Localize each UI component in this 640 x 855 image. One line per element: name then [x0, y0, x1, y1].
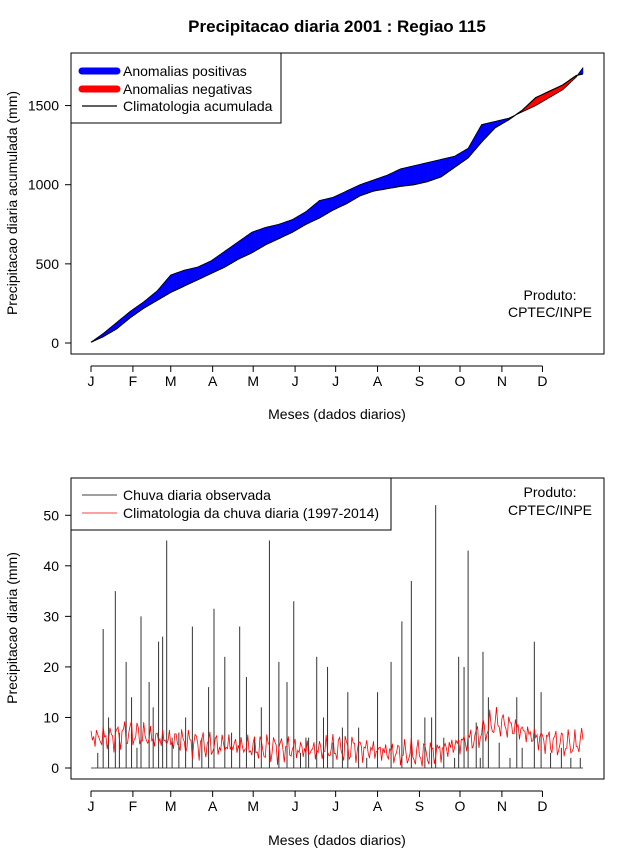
x-tick-label: F [129, 798, 138, 814]
x-tick-label: A [373, 798, 383, 814]
x-tick-label: S [415, 798, 424, 814]
bottom-annotation-line1: Produto: [524, 484, 577, 500]
legend-positive-label: Anomalias positivas [123, 63, 247, 79]
x-tick-label: O [455, 798, 466, 814]
x-tick-label: J [88, 373, 95, 389]
bottom-series [90, 505, 584, 769]
x-tick-label: N [497, 798, 507, 814]
climatology-daily-line [90, 707, 584, 767]
x-tick-label: M [247, 373, 259, 389]
legend-negative-label: Anomalias negativas [123, 81, 252, 97]
x-tick-label: M [247, 798, 259, 814]
top-annotation-line2: CPTEC/INPE [508, 304, 592, 320]
top-annotation-line1: Produto: [524, 287, 577, 303]
x-tick-label: D [537, 798, 547, 814]
y-tick-label: 40 [43, 558, 59, 574]
x-tick-label: D [537, 373, 547, 389]
x-tick-label: A [208, 798, 218, 814]
y-tick-label: 20 [43, 659, 59, 675]
y-tick-label: 1000 [28, 177, 59, 193]
x-tick-label: A [208, 373, 218, 389]
top-legend: Anomalias positivas Anomalias negativas … [70, 52, 282, 124]
x-tick-label: M [165, 373, 177, 389]
chart-title: Precipitacao diaria 2001 : Regiao 115 [188, 17, 486, 36]
y-tick-label: 10 [43, 709, 59, 725]
x-tick-label: A [373, 373, 383, 389]
x-tick-label: J [332, 373, 339, 389]
legend-climatology-daily-label: Climatologia da chuva diaria (1997-2014) [123, 505, 379, 521]
top-anomaly-area [90, 66, 584, 343]
climatology-cumulative-line [90, 73, 584, 343]
top-y-ticks: 0 500 1000 1500 [28, 98, 72, 351]
bottom-annotation-line2: CPTEC/INPE [508, 502, 592, 518]
x-tick-label: S [415, 373, 424, 389]
y-tick-label: 30 [43, 608, 59, 624]
bottom-x-axis-label: Meses (dados diarios) [268, 832, 406, 848]
x-tick-label: J [332, 798, 339, 814]
x-tick-label: J [88, 798, 95, 814]
y-tick-label: 0 [51, 335, 59, 351]
x-tick-label: J [292, 798, 299, 814]
x-tick-label: M [165, 798, 177, 814]
top-x-axis-label: Meses (dados diarios) [268, 406, 406, 422]
legend-observed-label: Chuva diaria observada [123, 487, 271, 503]
legend-climatology-label: Climatologia acumulada [123, 98, 273, 114]
bottom-legend: Chuva diaria observada Climatologia da c… [70, 477, 392, 531]
y-tick-label: 500 [36, 256, 60, 272]
x-tick-label: O [455, 373, 466, 389]
bottom-y-axis-label: Precipitacao diaria (mm) [4, 552, 20, 704]
y-tick-label: 1500 [28, 98, 59, 114]
observed-cumulative-line [90, 67, 584, 343]
x-tick-label: F [129, 373, 138, 389]
x-tick-label: N [497, 373, 507, 389]
y-tick-label: 50 [43, 507, 59, 523]
bottom-y-ticks: 0 10 20 30 40 50 [43, 507, 72, 776]
x-tick-label: J [292, 373, 299, 389]
y-tick-label: 0 [51, 760, 59, 776]
top-y-axis-label: Precipitacao diaria acumulada (mm) [4, 91, 20, 315]
